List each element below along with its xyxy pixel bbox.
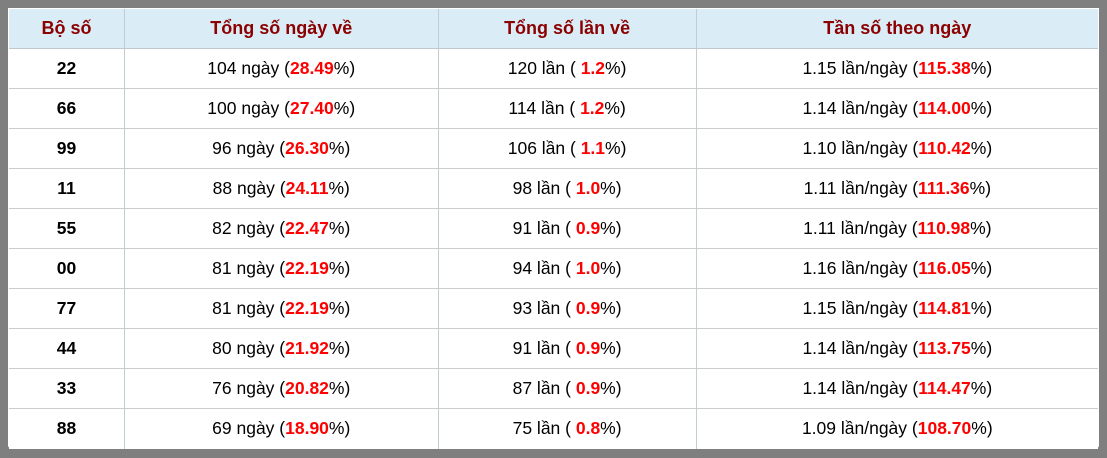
pair-cell: 00 [9,248,125,289]
pair-cell: 99 [9,128,125,169]
percent-value: 115.38 [918,58,971,78]
pair-cell: 11 [9,168,125,209]
days-cell: 80 ngày (21.92%) [123,328,439,369]
freq-cell: 1.15 lần/ngày (114.81%) [695,288,1098,329]
freq-cell: 1.16 lần/ngày (116.05%) [695,248,1098,289]
table-row: 77 81 ngày (22.19%) 93 lần ( 0.9%) 1.15 lần… [9,288,1098,329]
column-header-days: Tổng số ngày về [123,9,439,49]
percent-value: 108.70 [917,418,972,439]
percent-value: 0.8 [575,418,601,439]
percent-value: 1.0 [575,258,601,278]
freq-cell: 1.09 lần/ngày (108.70%) [695,408,1098,449]
table-row: 55 82 ngày (22.47%) 91 lần ( 0.9%) 1.11 lần… [9,208,1098,249]
freq-cell: 1.10 lần/ngày (110.42%) [695,128,1098,169]
percent-value: 1.1 [580,138,606,158]
pair-cell: 66 [9,88,125,129]
percent-value: 111.36 [918,178,970,198]
percent-value: 0.9 [575,338,601,358]
percent-value: 22.19 [285,298,329,318]
days-cell: 81 ngày (22.19%) [123,288,439,329]
days-cell: 82 ngày (22.47%) [123,208,439,249]
pair-cell: 88 [9,408,125,449]
column-header-times: Tổng số lần về [437,9,697,49]
times-cell: 120 lần ( 1.2%) [437,48,697,89]
table-row: 22 104 ngày (28.49%) 120 lần ( 1.2%) 1.15 l… [9,48,1098,89]
times-cell: 93 lần ( 0.9%) [437,288,697,329]
table-row: 44 80 ngày (21.92%) 91 lần ( 0.9%) 1.14 lần… [9,328,1098,369]
percent-value: 1.2 [580,58,606,78]
freq-cell: 1.15 lần/ngày (115.38%) [695,48,1098,89]
table-header: Bộ số Tổng số ngày về Tổng số lần về Tần… [9,9,1098,49]
pair-cell: 77 [9,288,125,329]
percent-value: 113.75 [918,338,971,358]
percent-value: 21.92 [285,338,329,358]
pair-cell: 33 [9,368,125,409]
percent-value: 116.05 [918,258,971,278]
percent-value: 24.11 [285,178,329,198]
freq-cell: 1.11 lần/ngày (110.98%) [695,208,1098,249]
percent-value: 114.00 [918,98,971,118]
times-cell: 114 lần ( 1.2%) [437,88,697,129]
percent-value: 22.19 [285,258,329,278]
percent-value: 110.98 [917,218,971,238]
pair-cell: 22 [9,48,125,89]
pair-cell: 44 [9,328,125,369]
times-cell: 91 lần ( 0.9%) [437,328,697,369]
freq-cell: 1.11 lần/ngày (111.36%) [695,168,1098,209]
column-header-pair: Bộ số [9,9,125,49]
pair-cell: 55 [9,208,125,249]
lottery-stats-panel: Bộ số Tổng số ngày về Tổng số lần về Tần… [8,8,1099,449]
times-cell: 87 lần ( 0.9%) [437,368,697,409]
percent-value: 22.47 [285,218,329,238]
days-cell: 76 ngày (20.82%) [123,368,439,409]
percent-value: 114.47 [918,378,971,398]
percent-value: 20.82 [285,378,329,398]
percent-value: 27.40 [289,98,334,118]
freq-cell: 1.14 lần/ngày (113.75%) [695,328,1098,369]
days-cell: 96 ngày (26.30%) [123,128,439,169]
table-body: 22 104 ngày (28.49%) 120 lần ( 1.2%) 1.15 l… [9,48,1098,449]
percent-value: 0.9 [575,218,601,238]
days-cell: 81 ngày (22.19%) [123,248,439,289]
percent-value: 110.42 [918,138,971,158]
table-row: 88 69 ngày (18.90%) 75 lần ( 0.8%) 1.09 lần… [9,408,1098,449]
days-cell: 100 ngày (27.40%) [123,88,439,129]
freq-cell: 1.14 lần/ngày (114.47%) [695,368,1098,409]
percent-value: 1.2 [580,98,605,118]
table-row: 33 76 ngày (20.82%) 87 lần ( 0.9%) 1.14 lần… [9,368,1098,409]
percent-value: 1.0 [575,178,601,198]
times-cell: 106 lần ( 1.1%) [437,128,697,169]
days-cell: 104 ngày (28.49%) [123,48,439,89]
table-row: 99 96 ngày (26.30%) 106 lần ( 1.1%) 1.10 lầ… [9,128,1098,169]
table-row: 66 100 ngày (27.40%) 114 lần ( 1.2%) 1.14 l… [9,88,1098,129]
percent-value: 28.49 [289,58,334,78]
times-cell: 91 lần ( 0.9%) [437,208,697,249]
column-header-freq: Tần số theo ngày [695,9,1098,49]
days-cell: 69 ngày (18.90%) [123,408,439,449]
times-cell: 75 lần ( 0.8%) [437,408,697,449]
times-cell: 98 lần ( 1.0%) [437,168,697,209]
freq-cell: 1.14 lần/ngày (114.00%) [695,88,1098,129]
lottery-stats-table: Bộ số Tổng số ngày về Tổng số lần về Tần… [9,9,1098,449]
percent-value: 114.81 [918,298,971,318]
percent-value: 0.9 [575,378,601,398]
percent-value: 18.90 [285,418,329,439]
percent-value: 26.30 [285,138,329,158]
times-cell: 94 lần ( 1.0%) [437,248,697,289]
days-cell: 88 ngày (24.11%) [123,168,439,209]
percent-value: 0.9 [575,298,601,318]
table-header-row: Bộ số Tổng số ngày về Tổng số lần về Tần… [9,9,1098,49]
table-row: 00 81 ngày (22.19%) 94 lần ( 1.0%) 1.16 lần… [9,248,1098,289]
table-row: 11 88 ngày (24.11%) 98 lần ( 1.0%) 1.11 lần… [9,168,1098,209]
